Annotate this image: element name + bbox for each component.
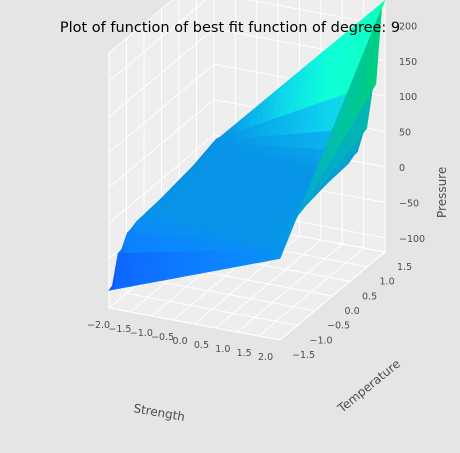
y-tick-label: −1.5 (292, 350, 315, 361)
grid-line-y (108, 53, 281, 341)
y-tick-label: 1.5 (397, 262, 412, 273)
z-tick-label: 50 (399, 128, 411, 139)
surface-plot (108, 0, 386, 291)
chart-title: Plot of function of best fit function of… (59, 20, 401, 36)
y-tick-label: −0.5 (327, 321, 350, 332)
y-axis-label: Temperature (334, 357, 403, 416)
x-tick-label: −1.0 (130, 328, 153, 339)
z-tick-label: 100 (399, 92, 417, 103)
x-tick-label: 0.5 (194, 340, 209, 351)
x-tick-label: −0.5 (151, 332, 174, 343)
y-tick-label: 0.0 (345, 306, 360, 317)
y-tick-label: −1.0 (310, 335, 333, 346)
x-axis-label: Strength (132, 401, 186, 424)
y-tick-label: 0.5 (362, 291, 377, 302)
surface-patch (273, 249, 284, 260)
x-tick-label: 1.5 (237, 348, 252, 359)
x-tick-label: 2.0 (258, 352, 273, 363)
z-tick-label: −50 (399, 198, 419, 209)
x-tick-label: 0.0 (173, 336, 188, 347)
x-tick-label: −2.0 (87, 320, 110, 331)
tick-labels: −2.0−1.5−1.0−0.50.0 0.5 1.0 1.5 2.0 −1.5−1.0−… (87, 21, 425, 363)
z-tick-label: 200 (399, 21, 417, 32)
z-tick-label: −100 (399, 234, 425, 245)
z-axis-label: Pressure (435, 167, 449, 218)
y-tick-label: 1.0 (380, 277, 395, 288)
z-tick-label: 150 (399, 57, 417, 68)
z-tick-label: 0 (399, 163, 405, 174)
x-tick-label: 1.0 (215, 344, 230, 355)
grid-line-y (126, 38, 298, 326)
x-tick-label: −1.5 (108, 324, 131, 335)
grid-line-z (108, 0, 386, 82)
